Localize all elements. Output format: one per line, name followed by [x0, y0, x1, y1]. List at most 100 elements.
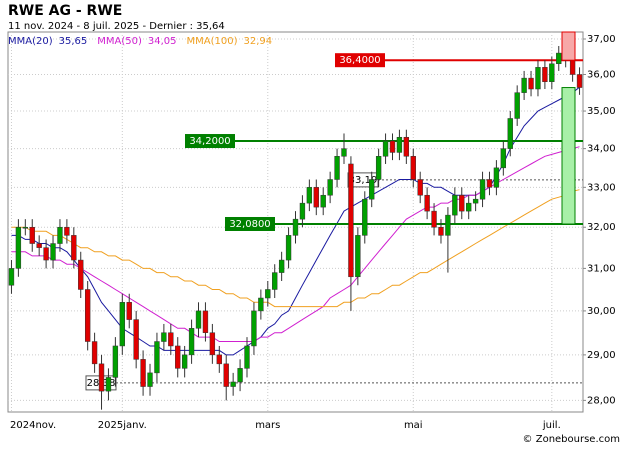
candle-body: [424, 194, 430, 212]
candle-body: [168, 332, 174, 347]
candle-body: [472, 198, 479, 204]
candle-body: [334, 156, 340, 180]
candle-body: [105, 377, 112, 392]
legend-value: 34,05: [148, 36, 177, 47]
candle-body: [258, 297, 264, 312]
level-label: 34,2000: [189, 136, 230, 147]
candle-body: [209, 332, 216, 356]
legend-value: 32,94: [244, 36, 273, 47]
y-tick-label: 35,00: [587, 106, 616, 117]
candle-body: [8, 268, 15, 286]
candle-body: [50, 243, 56, 261]
source: © Zonebourse.com: [523, 434, 620, 445]
candle-body: [216, 354, 222, 365]
candle-body: [22, 226, 28, 229]
candle-body: [223, 363, 229, 387]
legend-name: MMA(50): [97, 36, 142, 47]
candle-body: [466, 202, 472, 212]
candle-body: [396, 136, 403, 153]
level-box: [185, 134, 235, 149]
legend-name: MMA(100): [187, 36, 238, 47]
candle-body: [542, 67, 548, 82]
level-box: [225, 216, 275, 231]
candle-body: [410, 156, 416, 180]
candle-body: [195, 310, 202, 329]
candle-body: [202, 310, 209, 333]
candle-body: [98, 363, 105, 392]
candle-body: [431, 210, 437, 228]
candle-body: [154, 341, 160, 374]
level-label: 32,0800: [229, 219, 270, 230]
y-tick-label: 36,00: [587, 70, 616, 81]
candle-body: [230, 381, 236, 387]
candle-body: [355, 235, 361, 278]
candle-body: [320, 194, 326, 208]
candle-body: [528, 77, 534, 90]
candle-body: [112, 345, 119, 378]
candle-body: [576, 74, 583, 88]
candle-body: [375, 156, 382, 180]
candle-body: [556, 52, 562, 65]
moving-average-line: [11, 189, 580, 308]
y-tick-label: 31,00: [587, 263, 616, 274]
candle-body: [36, 243, 42, 248]
candle-body: [348, 163, 354, 278]
candle-body: [91, 341, 98, 365]
x-tick-label: 2025janv.: [98, 420, 147, 431]
candle-body: [313, 187, 319, 208]
candle-body: [417, 179, 423, 196]
candle-body: [237, 368, 243, 383]
candle-body: [181, 354, 188, 369]
candle-body: [84, 289, 91, 342]
candle-body: [549, 63, 555, 82]
candle-body: [521, 77, 527, 93]
candle-body: [438, 226, 444, 236]
candle-body: [500, 148, 507, 169]
candle-body: [119, 302, 125, 347]
legend-value: 35,65: [59, 36, 88, 47]
candle-body: [188, 328, 195, 356]
candle-body: [29, 226, 35, 244]
candle-body: [292, 218, 299, 236]
x-tick-label: 2024nov.: [10, 420, 56, 431]
candle-body: [64, 226, 70, 236]
y-tick-label: 29,00: [587, 350, 616, 361]
candle-body: [445, 214, 451, 236]
candle-body: [569, 59, 576, 75]
candle-body: [71, 235, 77, 261]
candle-body: [244, 345, 250, 369]
y-tick-label: 33,00: [587, 182, 616, 193]
candle-body: [535, 67, 541, 90]
chart-subtitle: 11 nov. 2024 - 8 juil. 2025 - Dernier : …: [8, 21, 225, 32]
x-tick-label: mars: [255, 420, 280, 431]
chart-title: RWE AG - RWE: [8, 3, 122, 19]
candle-body: [175, 345, 181, 369]
candle-body: [15, 226, 22, 269]
y-tick-label: 34,00: [587, 144, 616, 155]
candle-body: [147, 372, 153, 387]
resistance-bar: [561, 31, 576, 61]
candle-body: [507, 118, 513, 149]
candle-body: [389, 140, 396, 153]
y-tick-label: 32,00: [587, 222, 616, 233]
x-tick-label: juil.: [542, 420, 561, 431]
candle-body: [161, 332, 167, 342]
legend-name: MMA(20): [8, 36, 53, 47]
candle-body: [265, 289, 271, 299]
candle-body: [493, 167, 500, 188]
candle-body: [57, 226, 63, 244]
candle-body: [278, 259, 285, 273]
candle-body: [514, 92, 520, 119]
candle-body: [403, 136, 410, 157]
candle-body: [327, 179, 333, 196]
y-tick-label: 37,00: [587, 34, 616, 45]
candle-body: [452, 194, 458, 216]
candle-body: [369, 179, 375, 200]
x-tick-label: mai: [404, 420, 423, 431]
candle-body: [140, 359, 146, 387]
candle-body: [133, 319, 139, 360]
candle-body: [479, 179, 486, 200]
candle-body: [341, 148, 347, 157]
